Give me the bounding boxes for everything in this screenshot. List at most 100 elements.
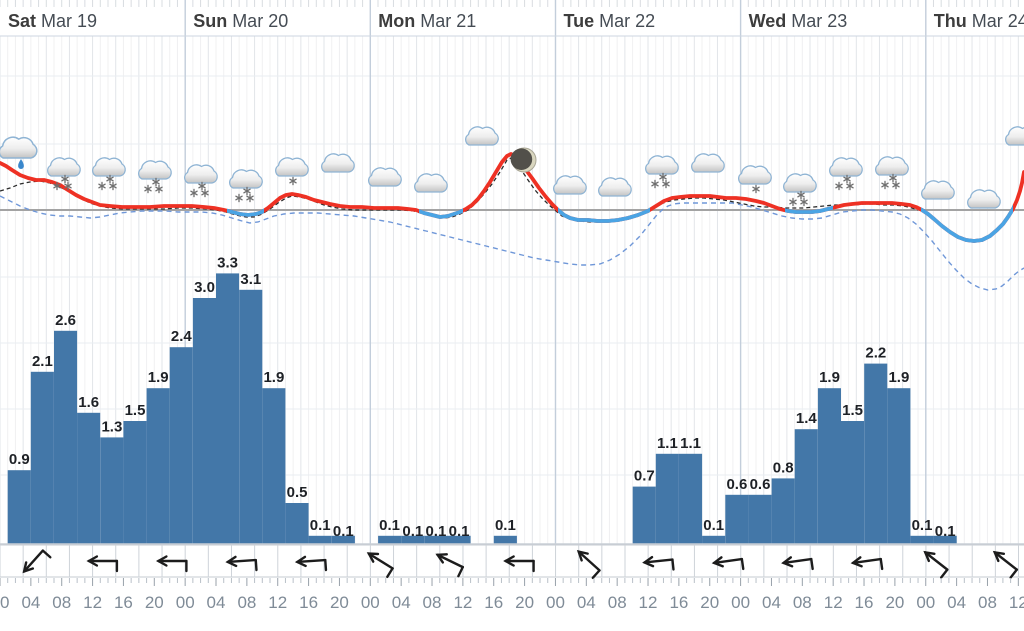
snowflake-arm (64, 183, 72, 189)
wind-arrow-shaft (993, 551, 1019, 571)
precip-value-label: 0.6 (750, 476, 771, 493)
time-tick-label: 12 (83, 593, 102, 612)
snowflake-glyph (98, 181, 106, 191)
precip-bar (146, 388, 170, 544)
dewpoint-dashed-curve (0, 195, 1024, 291)
wind-arrow-head (294, 555, 307, 568)
wind-arrow-shaft (782, 557, 813, 565)
snowflake-arm (243, 188, 251, 194)
wind-arrow-shaft (924, 551, 949, 571)
precip-value-label: 3.1 (240, 271, 261, 288)
snow-heavy-icon (875, 156, 909, 190)
cloud-shape (921, 180, 955, 200)
cloud-shape (47, 157, 81, 177)
time-tick-label: 20 (330, 593, 349, 612)
wind-arrow-head (22, 561, 35, 574)
wind-arrow-head (435, 553, 448, 564)
precip-bar (424, 535, 448, 544)
day-header-layer: Sat Mar 19 Sun Mar 20 Mon Mar 21 Tue Mar 22… (8, 11, 1024, 31)
snowflake-arm (198, 183, 206, 189)
snowflake-arm (846, 183, 854, 189)
precip-bar (679, 453, 703, 544)
wind-arrow-head (225, 555, 238, 568)
snowflake-glyph (651, 179, 659, 189)
snowflake-arm (144, 186, 152, 192)
precip-bar (771, 478, 795, 544)
snowflake-arm (797, 192, 805, 198)
cloud-shape (783, 173, 817, 193)
cloud-icon (414, 173, 448, 193)
snowflake-arm (659, 174, 667, 180)
snowflake-glyph (800, 197, 808, 207)
snow-heavy-icon (645, 155, 679, 189)
wind-arrow-head (576, 549, 589, 562)
snowflake-arm (106, 176, 114, 182)
wind-arrow (576, 549, 601, 579)
wind-arrow (366, 552, 394, 579)
snowflake-glyph (881, 180, 889, 190)
snowflake-arm (892, 182, 900, 188)
wind-arrow-shaft (712, 557, 744, 565)
wind-arrow-shaft (851, 557, 882, 565)
snow-heavy-icon (47, 157, 81, 191)
wind-arrow-barb (1009, 568, 1019, 579)
precip-value-label: 1.4 (796, 410, 818, 427)
time-tick-label: 16 (855, 593, 874, 612)
snowflake-arm (800, 199, 808, 205)
sleet-icon (0, 136, 38, 169)
wind-arrow (781, 556, 814, 571)
snowflake-glyph (235, 193, 243, 203)
time-tick-label: 04 (392, 593, 411, 612)
snowflake-glyph (106, 174, 114, 184)
snow-heavy-icon (829, 157, 863, 191)
precip-value-label: 1.9 (148, 369, 169, 386)
cloud-shape (967, 189, 1001, 209)
precip-bar (887, 388, 911, 544)
snowflake-glyph (846, 181, 854, 191)
precip-bar (285, 503, 309, 544)
time-tick-label: 16 (114, 593, 133, 612)
precip-value-label: 1.3 (101, 418, 122, 435)
wind-arrow-shaft (22, 549, 45, 573)
precip-value-label: 0.1 (333, 523, 354, 540)
precip-bar (910, 535, 934, 544)
snowflake-glyph (797, 190, 805, 200)
cloud-icon (691, 153, 725, 173)
cloud-shape (598, 177, 632, 197)
day-name: Tue (564, 11, 595, 31)
precip-bar (192, 298, 216, 544)
wind-arrow-barb (810, 557, 814, 571)
wind-arrow (22, 549, 52, 574)
time-tick-label: 00 (916, 593, 935, 612)
wind-arrow (294, 555, 328, 572)
wind-arrow (992, 550, 1019, 579)
time-tick-label: 16 (669, 593, 688, 612)
cloud-shape (184, 164, 218, 184)
snowflake-glyph (662, 179, 670, 189)
wind-layer (0, 544, 1024, 579)
snow-heavy-icon (92, 157, 126, 191)
cloud-shape (92, 157, 126, 177)
day-header: Tue Mar 22 (564, 11, 656, 31)
snowflake-arm (881, 182, 889, 188)
precip-bar (725, 494, 749, 544)
day-name: Sat (8, 11, 36, 31)
cloud-icon (465, 126, 499, 146)
precip-value-label: 0.1 (912, 517, 933, 534)
cloud-shape (275, 157, 309, 177)
wind-arrow-head (992, 550, 1006, 563)
time-tick-label: 20 (515, 593, 534, 612)
precip-value-label: 0.1 (449, 523, 470, 540)
time-tick-label: 00 (546, 593, 565, 612)
precip-value-label: 1.5 (842, 402, 863, 419)
precip-bar (7, 470, 31, 544)
snowflake-arm (201, 190, 209, 196)
cloud-shape (0, 136, 38, 159)
wind-arrow-head (642, 555, 655, 568)
cloud-shape (414, 173, 448, 193)
precip-value-label: 0.1 (495, 517, 516, 534)
time-tick-label: 16 (299, 593, 318, 612)
snowflake-glyph (198, 181, 206, 191)
cloud-shape (368, 167, 402, 187)
